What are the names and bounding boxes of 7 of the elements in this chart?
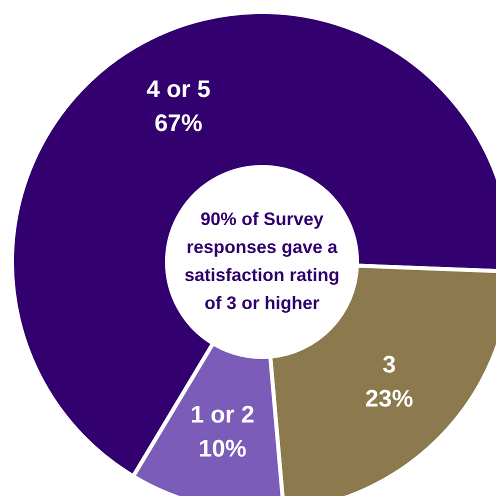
text: 90% of Survey responses gave a satisfaction rating of 3 or higher: [184, 208, 340, 313]
slice-label: 4 or 5: [146, 76, 210, 104]
slice-label: 1 or 2: [190, 402, 255, 429]
data-label: 67%: [154, 110, 203, 138]
data-label: 10%: [198, 436, 247, 463]
data-label: 23%: [365, 386, 414, 413]
slice-label: 3: [382, 352, 396, 379]
